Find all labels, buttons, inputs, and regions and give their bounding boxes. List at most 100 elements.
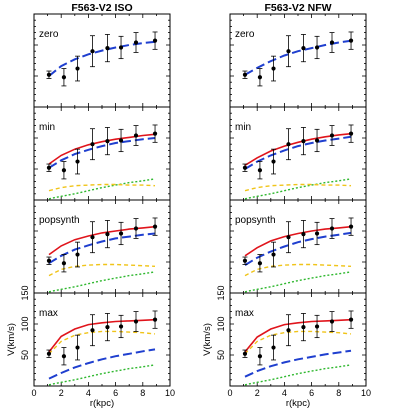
data-point [90, 328, 95, 333]
curve-stars [244, 263, 352, 277]
x-tick-label: 4 [282, 388, 287, 398]
y-tick-label: 100 [20, 316, 30, 331]
y-axis-label: V(km/s) [6, 323, 17, 356]
panel-frame [33, 292, 171, 387]
data-point [105, 139, 110, 144]
data-point [286, 142, 291, 147]
panel-popsynth-iso: popsynth [33, 199, 171, 294]
data-point [301, 325, 306, 330]
column-title-nfw: F563-V2 NFW [264, 2, 331, 14]
data-point [61, 75, 67, 80]
curve-halo [48, 137, 156, 169]
curve-gas [244, 178, 352, 200]
panel-max-iso: max 50 100 150 0 2 4 6 8 10 r(kpc) V(km/s) [6, 285, 175, 409]
data-point [118, 138, 124, 143]
panel-frame [229, 13, 367, 108]
curve-total-fit [48, 318, 156, 353]
data-point [329, 319, 335, 324]
data-point [257, 168, 263, 173]
y-tick-label: 50 [216, 350, 226, 360]
x-tick-label: 10 [361, 388, 371, 398]
curve-stars [48, 183, 156, 192]
curve-halo [48, 40, 156, 77]
data-point [118, 324, 124, 329]
row-label: zero [235, 29, 255, 40]
data-point [242, 72, 248, 77]
data-point [314, 45, 320, 50]
data-point [348, 131, 354, 136]
data-point [75, 345, 80, 350]
x-tick-label: 8 [140, 388, 145, 398]
x-tick-label: 4 [86, 388, 91, 398]
data-point [105, 325, 110, 330]
x-tick-label: 8 [336, 388, 341, 398]
data-point [329, 133, 335, 138]
curve-gas [244, 364, 352, 386]
data-point [301, 232, 306, 237]
data-point [105, 232, 110, 237]
curve-halo [244, 349, 352, 378]
data-point [61, 354, 67, 359]
row-label: popsynth [235, 215, 276, 226]
data-point [286, 235, 291, 240]
data-point [314, 138, 320, 143]
row-label: popsynth [39, 215, 80, 226]
x-tick-label: 2 [255, 388, 260, 398]
data-point [329, 226, 335, 231]
panel-min-iso: min [33, 106, 171, 201]
data-point [271, 345, 276, 350]
data-point [90, 142, 95, 147]
curve-gas [48, 178, 156, 200]
data-point [75, 66, 80, 71]
curve-stars [48, 330, 156, 355]
data-point [46, 72, 52, 77]
data-point [301, 139, 306, 144]
row-label: max [39, 308, 58, 319]
data-point [286, 328, 291, 333]
data-point [286, 49, 291, 54]
x-axis-label: r(kpc) [286, 398, 310, 409]
y-tick-label: 100 [216, 316, 226, 331]
data-point [152, 131, 158, 136]
x-tick-label: 10 [165, 388, 175, 398]
panel-popsynth-nfw: popsynth [229, 199, 367, 294]
data-point [242, 258, 248, 263]
data-point [242, 351, 248, 356]
panel-frame [33, 106, 171, 201]
panel-frame [33, 199, 171, 294]
data-point [242, 165, 248, 170]
curve-halo [48, 232, 156, 265]
curve-gas [244, 271, 352, 293]
data-point [301, 46, 306, 51]
data-point [314, 231, 320, 236]
curve-total-fit [244, 318, 352, 353]
curve-stars [48, 263, 156, 277]
curve-stars [244, 183, 352, 192]
data-point [257, 75, 263, 80]
data-point [118, 45, 124, 50]
data-point [271, 66, 276, 71]
data-point [90, 235, 95, 240]
x-tick-label: 6 [113, 388, 118, 398]
data-point [133, 319, 139, 324]
data-point [271, 159, 276, 164]
data-point [257, 261, 263, 266]
data-point [118, 231, 124, 236]
data-point [329, 40, 335, 45]
curve-gas [48, 271, 156, 293]
y-tick-label: 150 [216, 285, 226, 300]
data-point [152, 38, 158, 43]
data-point [46, 258, 52, 263]
data-point [75, 252, 80, 257]
curve-total-fit [244, 225, 352, 257]
curve-gas [48, 364, 156, 386]
panel-frame [229, 199, 367, 294]
curve-halo [244, 135, 352, 170]
curve-stars [244, 330, 352, 355]
data-point [152, 224, 158, 229]
data-point [271, 252, 276, 257]
data-point [348, 317, 354, 322]
panel-frame [229, 292, 367, 387]
row-label: min [235, 122, 251, 133]
